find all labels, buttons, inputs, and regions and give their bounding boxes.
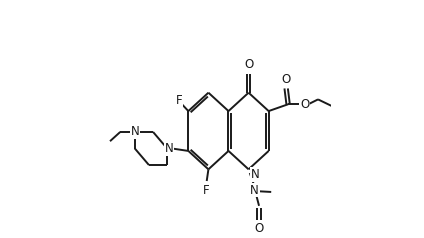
- Text: O: O: [244, 58, 253, 71]
- Text: O: O: [282, 73, 291, 86]
- Text: N: N: [131, 125, 139, 139]
- Text: F: F: [203, 184, 209, 197]
- Text: O: O: [300, 98, 309, 111]
- Text: N: N: [165, 142, 173, 155]
- Text: F: F: [176, 94, 182, 107]
- Text: N: N: [251, 168, 259, 181]
- Text: N: N: [250, 183, 259, 197]
- Text: O: O: [254, 222, 264, 235]
